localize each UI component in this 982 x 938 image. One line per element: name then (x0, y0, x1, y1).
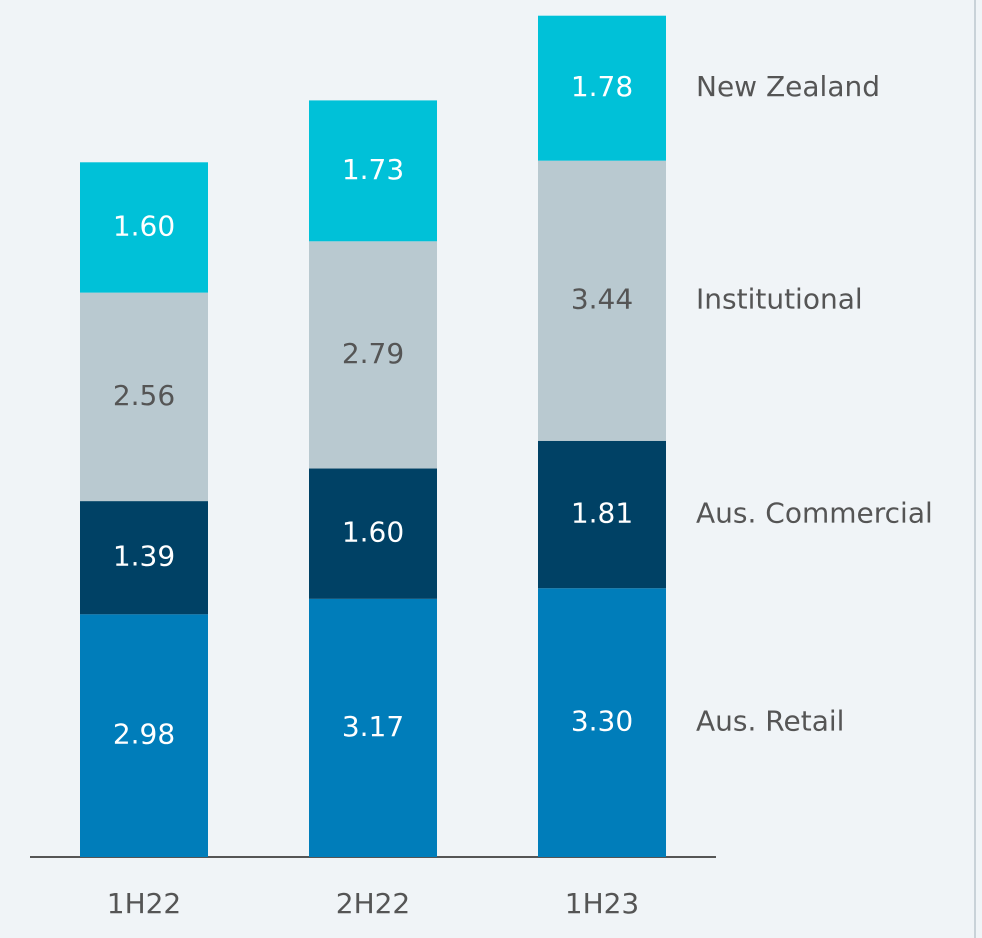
legend-label: New Zealand (696, 70, 880, 103)
bar-segment (309, 241, 437, 469)
legend-label: Aus. Commercial (696, 497, 933, 530)
x-tick-label: 2H22 (336, 887, 411, 920)
bar-segment (538, 588, 666, 857)
bar-segment (309, 100, 437, 242)
data-label: 1.81 (571, 497, 633, 530)
bar-segment (80, 501, 208, 615)
legend-label: Aus. Retail (696, 705, 844, 738)
data-label: 2.98 (113, 718, 175, 751)
bar-segment (538, 15, 666, 161)
bar-segment (80, 614, 208, 857)
bar-segment (538, 440, 666, 589)
data-label: 2.79 (342, 337, 404, 370)
x-tick-label: 1H23 (565, 887, 640, 920)
bar-segment (538, 160, 666, 441)
data-label: 3.44 (571, 283, 633, 316)
data-label: 1.60 (113, 209, 175, 242)
bar-segment (80, 292, 208, 502)
data-label: 3.30 (571, 705, 633, 738)
data-label: 1.78 (571, 70, 633, 103)
data-label: 1.39 (113, 540, 175, 573)
x-tick-label: 1H22 (107, 887, 182, 920)
data-label: 1.60 (342, 516, 404, 549)
bar-segment (309, 468, 437, 599)
data-label: 1.73 (342, 153, 404, 186)
data-label: 3.17 (342, 710, 404, 743)
bar-segment (309, 598, 437, 857)
data-label: 2.56 (113, 379, 175, 412)
legend-label: Institutional (696, 283, 863, 316)
bar-segment (80, 162, 208, 293)
